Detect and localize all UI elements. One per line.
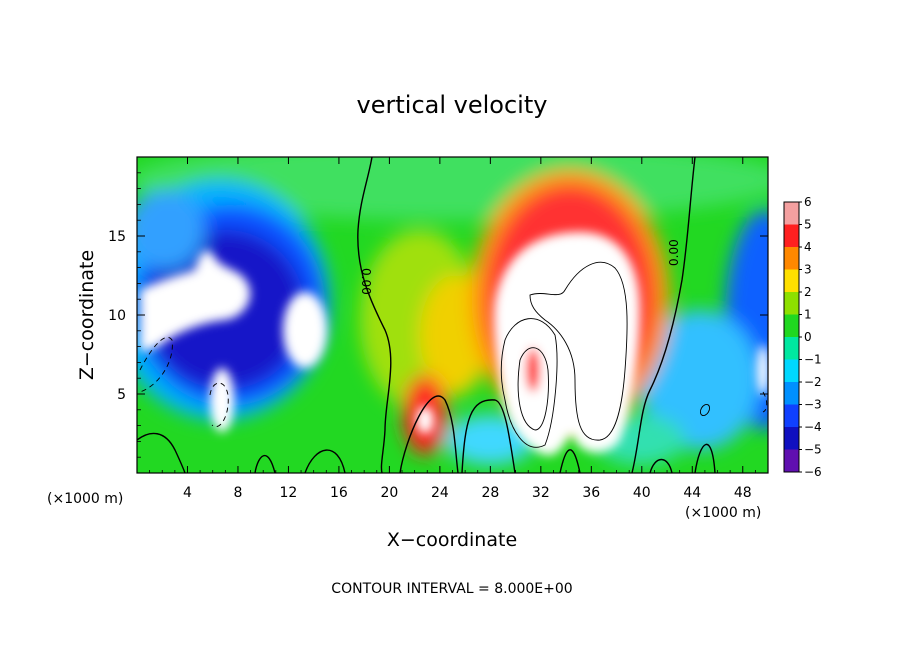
colorbar-tick-label: 5 xyxy=(804,218,812,232)
colorbar-segment xyxy=(784,292,799,315)
x-tick-label: 20 xyxy=(380,485,398,501)
x-axis: 4 8 12 16 20 24 28 32 36 40 44 48 xyxy=(149,157,756,501)
colorbar-segment xyxy=(784,404,799,428)
colorbar-tick-label: 4 xyxy=(804,240,812,254)
y-tick-label: 5 xyxy=(117,387,126,403)
colorbar-segment xyxy=(784,427,799,450)
colorbar-segment xyxy=(784,449,799,473)
x-tick-label: 44 xyxy=(683,485,701,501)
x-unit-right: (×1000 m) xyxy=(685,505,761,521)
colorbar-tick-label: −3 xyxy=(804,398,822,412)
x-tick-label: 12 xyxy=(280,485,298,501)
colorbar-tick-label: −4 xyxy=(804,420,822,434)
colorbar-segment xyxy=(784,314,799,338)
colorbar-tick-label: 0 xyxy=(804,330,812,344)
colorbar: 6 5 4 3 2 1 0 −1 −2 −3 −4 −5 −6 xyxy=(783,195,822,479)
field-cores xyxy=(140,232,768,456)
y-tick-label: 15 xyxy=(108,229,126,245)
colorbar-segment xyxy=(784,224,799,248)
x-tick-label: 16 xyxy=(330,485,348,501)
x-axis-label: X−coordinate xyxy=(387,529,517,551)
zero-contour-left xyxy=(357,157,392,473)
colorbar-segment xyxy=(784,247,799,270)
zero-contour-right xyxy=(631,157,696,473)
colorbar-tick-label: 1 xyxy=(804,308,812,322)
plot-area xyxy=(137,157,768,473)
colorbar-segment xyxy=(784,359,799,383)
x-tick-label: 32 xyxy=(532,485,550,501)
colorbar-segment xyxy=(784,202,799,225)
x-tick-label: 4 xyxy=(183,485,192,501)
colorbar-tick-label: −5 xyxy=(804,443,822,457)
y-axis: 5 10 15 xyxy=(108,172,768,458)
y-tick-label: 10 xyxy=(108,308,126,324)
colorbar-tick-label: −6 xyxy=(804,465,822,479)
x-tick-label: 48 xyxy=(734,485,752,501)
contour-label-left: 0.00 xyxy=(359,268,373,295)
colorbar-tick-label: 3 xyxy=(804,263,812,277)
updraft-contours xyxy=(500,261,628,448)
contour-label-right: 0.00 xyxy=(667,239,681,266)
colorbar-tick-label: −1 xyxy=(804,353,822,367)
x-tick-label: 28 xyxy=(481,485,499,501)
contour-lines xyxy=(137,157,716,473)
x-tick-label: 8 xyxy=(233,485,242,501)
x-tick-label: 40 xyxy=(633,485,651,501)
x-tick-label: 36 xyxy=(582,485,600,501)
colorbar-segment xyxy=(784,382,799,405)
colorbar-tick-label: 2 xyxy=(804,285,812,299)
colorbar-segment xyxy=(784,269,799,293)
x-tick-label: 24 xyxy=(431,485,449,501)
contour-interval-note: CONTOUR INTERVAL = 8.000E+00 xyxy=(331,581,572,597)
colorbar-segment xyxy=(784,337,799,360)
chart-title: vertical velocity xyxy=(357,91,548,119)
y-axis-label: Z−coordinate xyxy=(76,250,98,380)
x-unit-left: (×1000 m) xyxy=(47,491,123,507)
colorbar-tick-label: −2 xyxy=(804,375,822,389)
colorbar-tick-label: 6 xyxy=(804,195,812,209)
small-contours xyxy=(699,403,711,417)
